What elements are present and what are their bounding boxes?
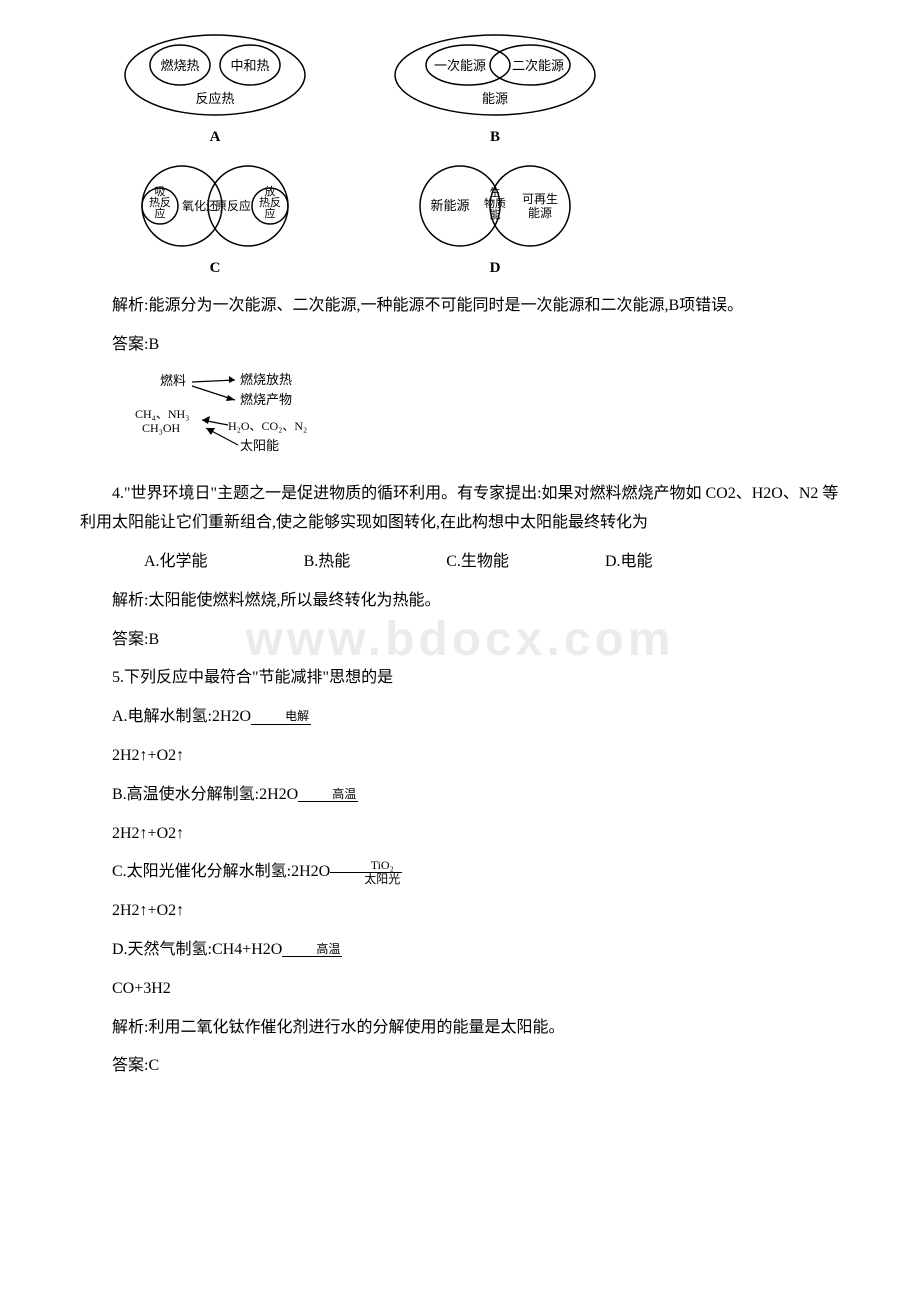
q4-optC: C.生物能 xyxy=(414,548,509,577)
q5-D-prod: CO+3H2 xyxy=(80,975,840,1004)
svg-text:CH₃OH: CH₃OH xyxy=(142,421,181,435)
svg-text:燃料: 燃料 xyxy=(160,373,186,388)
diagram-A-right: 中和热 xyxy=(230,58,269,73)
svg-text:能: 能 xyxy=(490,207,501,221)
q5-stem: 5.下列反应中最符合"节能减排"思想的是 xyxy=(80,664,840,693)
diagram-A-label: A xyxy=(210,124,221,151)
q5-D: D.天然气制氢:CH4+H2O高温 xyxy=(80,936,840,965)
svg-text:燃烧放热: 燃烧放热 xyxy=(240,372,292,387)
svg-text:H₂O、CO₂、N₂: H₂O、CO₂、N₂ xyxy=(228,419,307,433)
diagram-C: 吸 热反 应 放 热反 应 氧化还 原反应 C xyxy=(120,161,310,282)
q4-options: A.化学能 B.热能 C.生物能 D.电能 xyxy=(80,548,840,577)
q3-answer: 答案:B xyxy=(80,331,840,360)
q4-stem: 4."世界环境日"主题之一是促进物质的循环利用。有专家提出:如果对燃料燃烧产物如… xyxy=(80,480,840,538)
svg-text:放: 放 xyxy=(265,184,276,198)
q5-A: A.电解水制氢:2H2O电解 xyxy=(80,703,840,732)
svg-text:能源: 能源 xyxy=(528,206,552,220)
q5-C: C.太阳光催化分解水制氢:2H2OTiO₂太阳光 xyxy=(80,858,840,887)
q3-explain: 解析:能源分为一次能源、二次能源,一种能源不可能同时是一次能源和二次能源,B项错… xyxy=(80,292,840,321)
diagram-B: 一次能源 二次能源 能源 B xyxy=(390,30,600,151)
diagram-B-right: 二次能源 xyxy=(512,58,564,73)
svg-text:氧化还: 氧化还 xyxy=(182,199,218,213)
q5-answer: 答案:C xyxy=(80,1052,840,1081)
q4-optA: A.化学能 xyxy=(112,548,208,577)
diagram-A-left: 燃烧热 xyxy=(160,58,199,73)
diagram-A-outer: 反应热 xyxy=(195,91,234,106)
svg-text:物质: 物质 xyxy=(484,196,506,210)
q5-A-prod: 2H2↑+O2↑ xyxy=(80,742,840,771)
svg-text:应: 应 xyxy=(265,206,276,220)
diagram-B-outer: 能源 xyxy=(482,91,508,106)
q5-B-prod: 2H2↑+O2↑ xyxy=(80,820,840,849)
q5-B: B.高温使水分解制氢:2H2O高温 xyxy=(80,781,840,810)
diagram-B-label: B xyxy=(490,124,500,151)
svg-text:CH₄、NH₃: CH₄、NH₃ xyxy=(135,407,189,421)
diagram-row-2: 吸 热反 应 放 热反 应 氧化还 原反应 C 新能源 可再生 能源 生 物质 … xyxy=(80,161,840,282)
svg-text:可再生: 可再生 xyxy=(522,192,558,206)
svg-text:燃烧产物: 燃烧产物 xyxy=(240,392,292,407)
cycle-diagram: 燃料 CH₄、NH₃ CH₃OH 燃烧放热 燃烧产物 H₂O、CO₂、N₂ 太阳… xyxy=(120,370,840,471)
svg-text:生: 生 xyxy=(490,185,501,199)
q5-C-prod: 2H2↑+O2↑ xyxy=(80,897,840,926)
diagram-D-label: D xyxy=(490,255,501,282)
svg-text:太阳能: 太阳能 xyxy=(240,438,279,453)
svg-text:原反应: 原反应 xyxy=(215,198,251,213)
diagram-A: 燃烧热 中和热 反应热 A xyxy=(120,30,310,151)
q4-explain: 解析:太阳能使燃料燃烧,所以最终转化为热能。 xyxy=(80,587,840,616)
diagram-row-1: 燃烧热 中和热 反应热 A 一次能源 二次能源 能源 B xyxy=(80,30,840,151)
diagram-C-label: C xyxy=(210,255,221,282)
diagram-D: 新能源 可再生 能源 生 物质 能 D xyxy=(390,161,600,282)
diagram-B-left: 一次能源 xyxy=(434,58,486,73)
q5-explain: 解析:利用二氧化钛作催化剂进行水的分解使用的能量是太阳能。 xyxy=(80,1014,840,1043)
q4-answer: 答案:B xyxy=(80,626,840,655)
q4-optD: D.电能 xyxy=(573,548,653,577)
svg-text:新能源: 新能源 xyxy=(430,198,469,213)
q4-optB: B.热能 xyxy=(272,548,351,577)
svg-text:应: 应 xyxy=(155,206,166,220)
